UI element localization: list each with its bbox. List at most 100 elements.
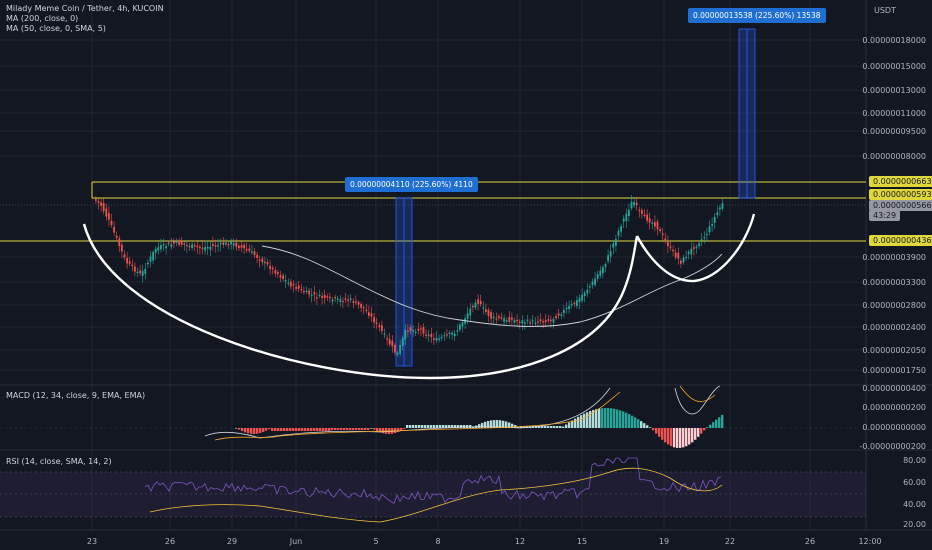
candle — [602, 267, 604, 274]
candle — [453, 333, 456, 337]
symbol-title[interactable]: Milady Meme Coin / Tether, 4h, KUCOIN — [6, 4, 164, 13]
candle — [716, 212, 719, 216]
candle — [352, 301, 355, 303]
candle — [154, 248, 157, 253]
macd-bar — [463, 425, 466, 428]
candle — [214, 245, 217, 247]
candle — [191, 244, 193, 249]
candle — [719, 207, 721, 210]
candle — [690, 248, 693, 255]
candle — [677, 252, 680, 259]
ma-50-legend[interactable]: MA (50, close, 0, SMA, 5) — [6, 24, 106, 33]
candle — [394, 344, 396, 353]
candle — [685, 257, 687, 259]
ma-200-legend[interactable]: MA (200, close, 0) — [6, 14, 79, 23]
candle — [404, 329, 407, 340]
macd-bar — [565, 424, 568, 428]
candle — [409, 327, 412, 331]
candle — [630, 201, 633, 209]
macd-bar — [319, 428, 322, 431]
macd-bar — [415, 425, 418, 428]
macd-bar — [646, 425, 649, 428]
candle — [594, 278, 596, 285]
rsi-legend[interactable]: RSI (14, close, SMA, 14, 2) — [6, 457, 112, 467]
macd-bar — [544, 426, 547, 428]
time-label: 5 — [373, 537, 379, 546]
candle — [500, 317, 503, 319]
price-tick: 0.00000018000 — [862, 36, 926, 45]
macd-bar — [631, 415, 634, 428]
measure-label-2[interactable]: 0.00000013538 (225.60%) 13538 — [688, 8, 826, 23]
macd-bar — [595, 409, 598, 428]
macd-bar — [682, 428, 685, 448]
macd-bar — [712, 422, 715, 428]
macd-bar — [526, 426, 529, 428]
candle — [700, 239, 703, 241]
macd-bar — [304, 428, 307, 431]
candle — [102, 202, 105, 212]
candle — [570, 303, 573, 306]
candle — [412, 330, 414, 332]
candle — [175, 241, 178, 243]
candle — [524, 322, 526, 324]
candle — [503, 318, 505, 322]
candle — [230, 241, 232, 245]
candle — [466, 313, 469, 319]
candle — [492, 316, 495, 318]
candle — [469, 308, 472, 316]
candle — [240, 245, 243, 248]
macd-bar — [523, 426, 526, 428]
candle — [531, 320, 534, 322]
macd-bar — [412, 425, 415, 428]
macd-bar — [406, 425, 409, 428]
macd-bar — [505, 421, 508, 428]
macd-bar — [379, 428, 382, 433]
macd-bar — [649, 427, 652, 428]
macd-bar — [235, 428, 238, 429]
candle — [529, 322, 531, 324]
candlestick-series — [95, 194, 724, 357]
candle — [446, 334, 448, 336]
macd-bar — [517, 426, 520, 428]
candle — [388, 339, 391, 345]
candle — [368, 312, 370, 316]
macd-bar — [403, 428, 406, 430]
time-label: 15 — [576, 537, 588, 546]
macd-bar — [259, 428, 262, 434]
candle — [373, 316, 375, 323]
macd-bar — [667, 428, 670, 445]
candle — [295, 286, 297, 289]
candle — [173, 241, 175, 244]
candle — [170, 244, 173, 247]
time-label: Jun — [289, 537, 303, 546]
macd-bar — [256, 428, 259, 434]
macd-bar — [577, 416, 580, 428]
macd-bar — [358, 428, 361, 430]
candle — [443, 335, 446, 337]
macd-bar — [265, 428, 268, 431]
candle — [391, 340, 394, 347]
macd-bar — [298, 428, 301, 431]
macd-bar — [499, 420, 502, 428]
candle — [451, 332, 453, 335]
candle — [152, 252, 154, 261]
macd-bar — [589, 411, 592, 428]
candle — [225, 242, 227, 245]
macd-legend[interactable]: MACD (12, 34, close, 9, EMA, EMA) — [6, 391, 145, 401]
candle — [193, 245, 196, 247]
candle — [292, 284, 295, 286]
candle — [167, 242, 170, 244]
candle — [682, 257, 685, 263]
mid-line-price-tag: 0.00000005932 — [869, 189, 932, 200]
macd-bar — [280, 428, 283, 431]
macd-bar — [253, 428, 256, 434]
measure-label-1[interactable]: 0.00000004110 (225.60%) 4110 — [345, 177, 478, 192]
candle — [641, 210, 643, 214]
macd-bar — [550, 426, 553, 428]
candle — [253, 251, 256, 256]
candle — [110, 220, 113, 225]
candle — [578, 297, 581, 303]
candle — [643, 214, 646, 216]
candle — [542, 321, 544, 323]
